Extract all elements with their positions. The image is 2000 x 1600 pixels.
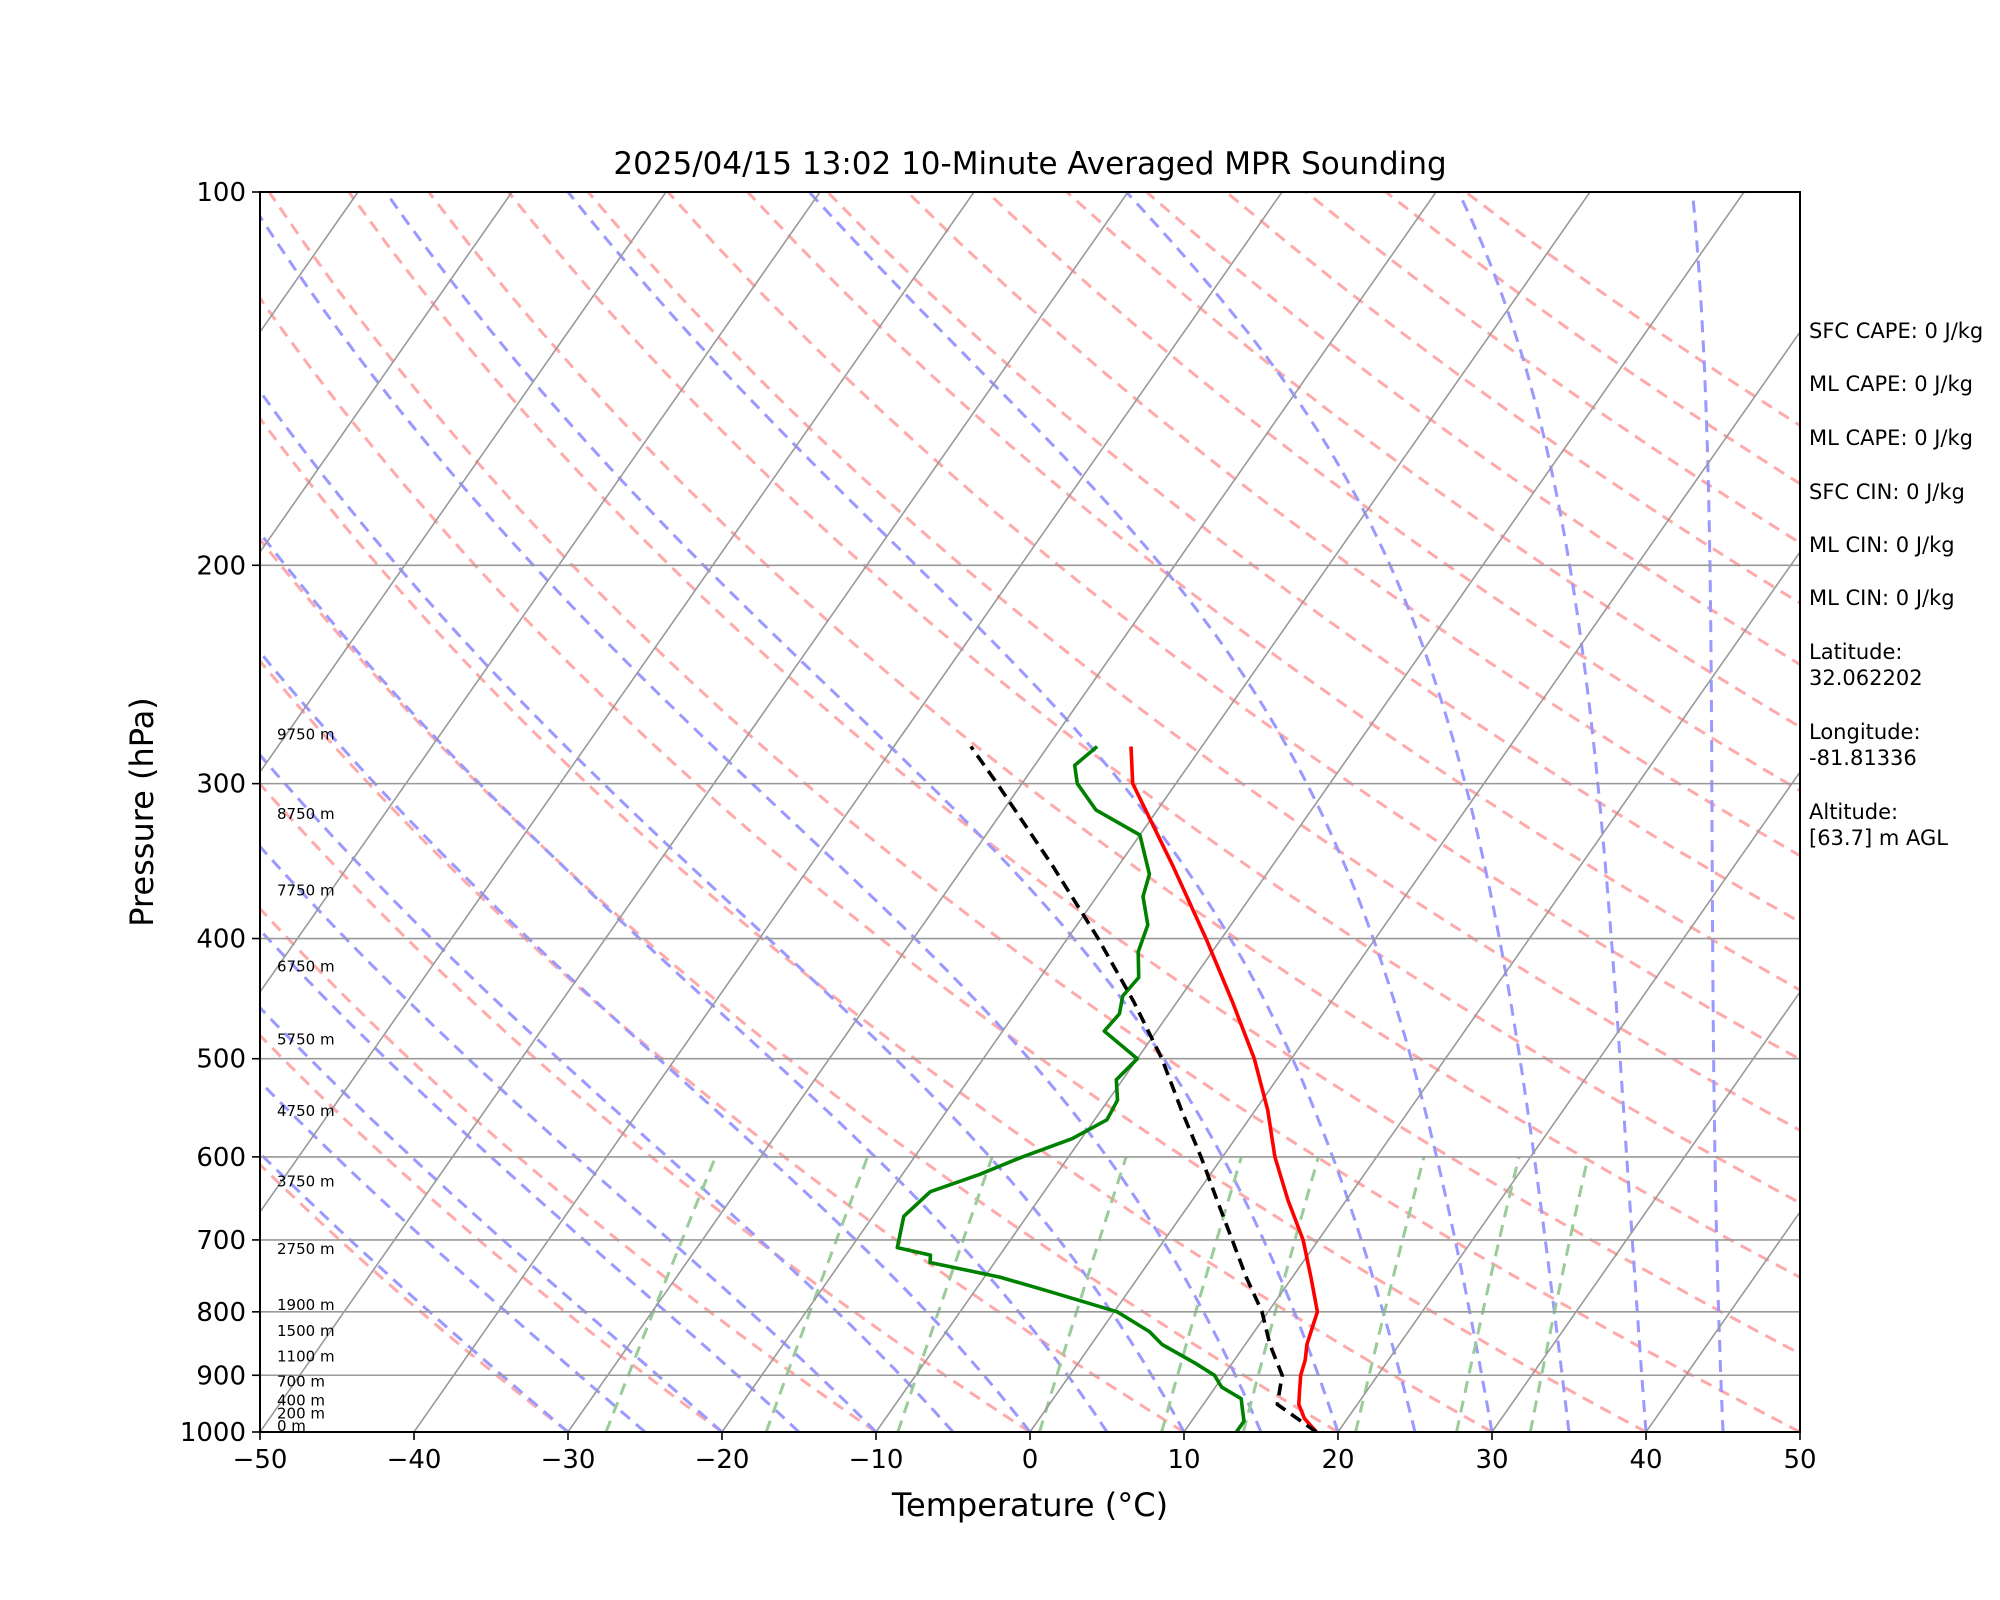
isotherm-line <box>260 192 821 994</box>
moist-adiabat <box>260 649 1032 1432</box>
y-tick-label: 400 <box>196 925 246 955</box>
isotherm-line <box>875 192 1745 1432</box>
isotherm-line <box>1337 770 1800 1432</box>
dry-adiabat <box>507 192 1800 1205</box>
isotherm-line <box>0 192 50 1432</box>
isotherm-line <box>260 192 975 1214</box>
dry-adiabat <box>587 192 1800 1133</box>
y-tick-label: 200 <box>196 551 246 581</box>
y-tick-label: 100 <box>196 178 246 208</box>
x-tick-label: −30 <box>541 1445 596 1475</box>
ml-cin-label: ML CIN: 0 J/kg <box>1809 533 1955 557</box>
dry-adiabat <box>427 192 1800 1280</box>
moist-adiabat <box>260 927 801 1432</box>
ml-cin-label-2: ML CIN: 0 J/kg <box>1809 586 1955 610</box>
dry-adiabat <box>260 537 1339 1432</box>
isotherm-line <box>721 192 1591 1432</box>
dry-adiabat <box>260 416 1493 1432</box>
dry-adiabat <box>260 658 1185 1432</box>
dry-adiabat <box>826 192 1800 924</box>
height-label: 7750 m <box>277 882 335 900</box>
height-label: 8750 m <box>277 805 335 823</box>
y-axis-title: Pressure (hPa) <box>123 697 161 927</box>
moist-adiabat <box>566 192 1417 1432</box>
isotherm-line <box>260 192 1129 1432</box>
x-tick-label: −50 <box>233 1445 288 1475</box>
x-axis-title: Temperature (°C) <box>891 1486 1168 1524</box>
dry-adiabat <box>347 192 1800 1356</box>
height-label: 1100 m <box>277 1348 335 1366</box>
height-label: 3750 m <box>277 1172 335 1190</box>
height-label: 1500 m <box>277 1322 335 1340</box>
temperature-profile <box>1129 746 1320 1432</box>
x-tick-label: 50 <box>1783 1445 1816 1475</box>
height-label: 5750 m <box>277 1031 335 1049</box>
sfc-cape-label: SFC CAPE: 0 J/kg <box>1809 319 1984 343</box>
x-tick-label: 30 <box>1475 1445 1508 1475</box>
x-tick-label: −40 <box>387 1445 442 1475</box>
x-tick-label: 40 <box>1629 1445 1662 1475</box>
moist-adiabat <box>260 530 1109 1432</box>
latitude-label: Latitude: 32.062202 <box>1809 640 1923 690</box>
x-tick-label: 0 <box>1022 1445 1039 1475</box>
ml-cape-label-2: ML CAPE: 0 J/kg <box>1809 426 1974 450</box>
moist-adiabat <box>260 1079 646 1432</box>
moist-adiabat <box>260 1005 724 1432</box>
chart-title: 2025/04/15 13:02 10-Minute Averaged MPR … <box>613 146 1446 182</box>
x-tick-label: 20 <box>1321 1445 1354 1475</box>
isotherm-line <box>0 192 204 1432</box>
isotherm-line <box>413 192 1283 1432</box>
isotherm-line <box>260 192 667 774</box>
dry-adiabat <box>267 192 1800 1432</box>
isotherm-line <box>1029 330 1800 1432</box>
isotherm-line <box>1491 990 1800 1432</box>
x-tick-label: −20 <box>695 1445 750 1475</box>
height-label: 200 m <box>277 1404 325 1422</box>
isotherm-line <box>260 192 513 554</box>
y-tick-label: 300 <box>196 770 246 800</box>
x-tick-label: −10 <box>849 1445 904 1475</box>
moist-adiabat <box>260 752 955 1432</box>
dewpoint-profile <box>895 745 1246 1432</box>
height-label: 4750 m <box>277 1102 335 1120</box>
height-label: 700 m <box>277 1373 325 1391</box>
isotherm-line <box>1183 550 1800 1432</box>
height-label: 2750 m <box>277 1240 335 1258</box>
height-label: 6750 m <box>277 957 335 975</box>
dry-adiabat <box>260 1033 723 1432</box>
height-label: 1900 m <box>277 1296 335 1314</box>
dry-adiabat <box>260 906 877 1432</box>
dry-adiabat <box>985 192 1800 793</box>
altitude-label: Altitude: [63.7] m AGL <box>1809 800 1948 850</box>
longitude-label: Longitude: -81.81336 <box>1809 720 1921 770</box>
moist-adiabat <box>1125 192 1571 1432</box>
y-tick-label: 800 <box>196 1298 246 1328</box>
sfc-cin-label: SFC CIN: 0 J/kg <box>1809 480 1965 504</box>
height-label: 0 m <box>277 1417 306 1435</box>
moist-adiabat <box>260 844 878 1432</box>
parcel-profile <box>969 745 1318 1432</box>
isotherm-line <box>1645 1210 1800 1432</box>
y-tick-label: 700 <box>196 1226 246 1256</box>
y-tick-label: 900 <box>196 1361 246 1391</box>
dry-adiabat <box>906 192 1800 858</box>
isotherm-line <box>567 192 1437 1432</box>
height-label: 400 m <box>277 1392 325 1410</box>
y-tick-label: 500 <box>196 1045 246 1075</box>
y-tick-label: 600 <box>196 1143 246 1173</box>
moist-adiabat <box>260 388 1186 1432</box>
ml-cape-label: ML CAPE: 0 J/kg <box>1809 372 1974 396</box>
height-label: 9750 m <box>277 726 335 744</box>
moist-adiabat <box>1691 192 1725 1432</box>
y-tick-label: 1000 <box>180 1418 246 1448</box>
x-tick-label: 10 <box>1167 1445 1200 1475</box>
dry-adiabat <box>260 781 1031 1432</box>
moist-adiabat <box>1457 192 1648 1432</box>
